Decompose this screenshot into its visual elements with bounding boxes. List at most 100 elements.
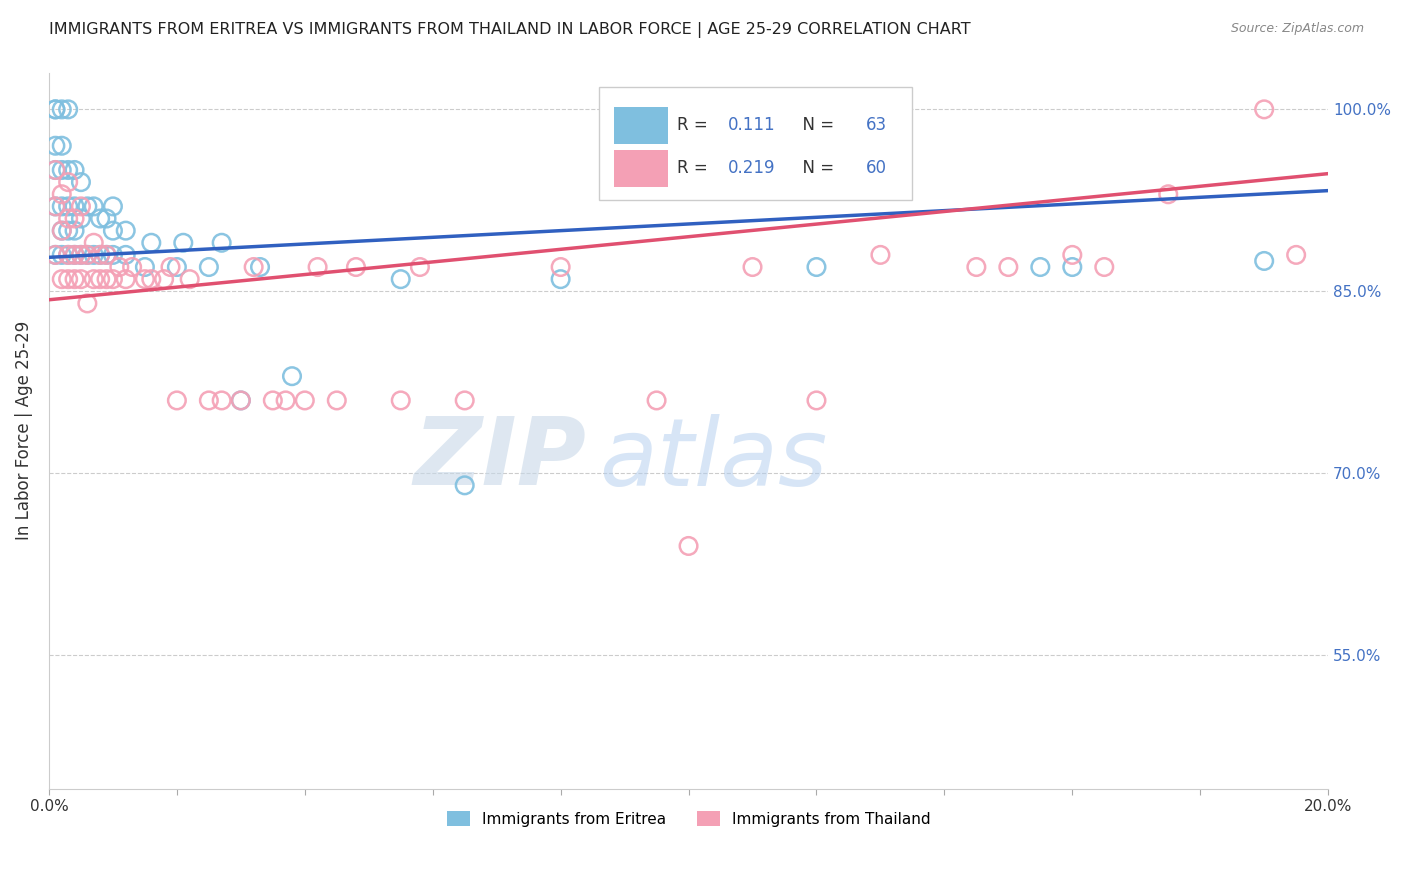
- Point: [51, 187, 73, 202]
- Point: [51, 272, 73, 286]
- Point: [307, 260, 329, 274]
- Point: [44, 138, 66, 153]
- Point: [44, 199, 66, 213]
- Text: 60: 60: [866, 159, 887, 178]
- Point: [262, 393, 284, 408]
- Point: [89, 272, 111, 286]
- Point: [454, 393, 477, 408]
- Point: [869, 248, 891, 262]
- Point: [44, 163, 66, 178]
- Point: [83, 199, 105, 213]
- Point: [63, 272, 86, 286]
- Point: [96, 248, 118, 262]
- Text: R =: R =: [678, 159, 713, 178]
- Point: [965, 260, 987, 274]
- Point: [51, 103, 73, 117]
- Point: [249, 260, 271, 274]
- Point: [179, 272, 201, 286]
- Text: R =: R =: [678, 116, 713, 134]
- Point: [51, 248, 73, 262]
- FancyBboxPatch shape: [614, 150, 668, 186]
- Point: [114, 248, 136, 262]
- Point: [114, 272, 136, 286]
- Point: [63, 211, 86, 226]
- Text: N =: N =: [792, 159, 839, 178]
- Point: [96, 272, 118, 286]
- Point: [806, 260, 828, 274]
- Point: [44, 103, 66, 117]
- Point: [678, 539, 700, 553]
- Point: [44, 103, 66, 117]
- Point: [83, 235, 105, 250]
- Point: [96, 211, 118, 226]
- Point: [229, 393, 252, 408]
- Point: [89, 248, 111, 262]
- Point: [1253, 103, 1275, 117]
- Point: [56, 224, 79, 238]
- Text: N =: N =: [792, 116, 839, 134]
- Point: [101, 224, 124, 238]
- Legend: Immigrants from Eritrea, Immigrants from Thailand: Immigrants from Eritrea, Immigrants from…: [439, 804, 938, 835]
- Point: [166, 260, 188, 274]
- Point: [1062, 260, 1084, 274]
- Point: [1092, 260, 1115, 274]
- Text: atlas: atlas: [599, 414, 827, 505]
- Point: [70, 248, 93, 262]
- Point: [51, 224, 73, 238]
- Point: [141, 235, 163, 250]
- Point: [83, 272, 105, 286]
- Point: [70, 211, 93, 226]
- Point: [76, 248, 98, 262]
- Point: [70, 199, 93, 213]
- Text: ZIP: ZIP: [413, 413, 586, 506]
- Text: 0.111: 0.111: [728, 116, 776, 134]
- Point: [274, 393, 297, 408]
- Point: [242, 260, 264, 274]
- Point: [454, 478, 477, 492]
- Point: [550, 272, 572, 286]
- Point: [550, 260, 572, 274]
- Point: [172, 235, 194, 250]
- Point: [1062, 248, 1084, 262]
- Point: [134, 260, 156, 274]
- Point: [1157, 187, 1180, 202]
- Point: [56, 272, 79, 286]
- Y-axis label: In Labor Force | Age 25-29: In Labor Force | Age 25-29: [15, 321, 32, 541]
- Point: [44, 248, 66, 262]
- Point: [101, 199, 124, 213]
- Point: [51, 163, 73, 178]
- Point: [645, 393, 668, 408]
- Point: [114, 224, 136, 238]
- Point: [198, 393, 221, 408]
- Point: [56, 211, 79, 226]
- Text: Source: ZipAtlas.com: Source: ZipAtlas.com: [1230, 22, 1364, 36]
- Point: [96, 248, 118, 262]
- Point: [1029, 260, 1052, 274]
- Point: [56, 175, 79, 189]
- Point: [89, 211, 111, 226]
- Point: [56, 103, 79, 117]
- Point: [389, 272, 412, 286]
- Point: [63, 163, 86, 178]
- Point: [198, 260, 221, 274]
- Text: 63: 63: [866, 116, 887, 134]
- Point: [211, 393, 233, 408]
- Point: [294, 393, 316, 408]
- Point: [121, 260, 143, 274]
- Point: [101, 272, 124, 286]
- Point: [281, 369, 304, 384]
- Point: [56, 248, 79, 262]
- Point: [44, 248, 66, 262]
- Point: [741, 260, 763, 274]
- Point: [63, 224, 86, 238]
- Point: [76, 199, 98, 213]
- Point: [70, 175, 93, 189]
- Point: [76, 296, 98, 310]
- Point: [76, 248, 98, 262]
- Point: [63, 248, 86, 262]
- Point: [63, 199, 86, 213]
- Point: [134, 272, 156, 286]
- Point: [1253, 254, 1275, 268]
- Point: [166, 393, 188, 408]
- Point: [159, 260, 181, 274]
